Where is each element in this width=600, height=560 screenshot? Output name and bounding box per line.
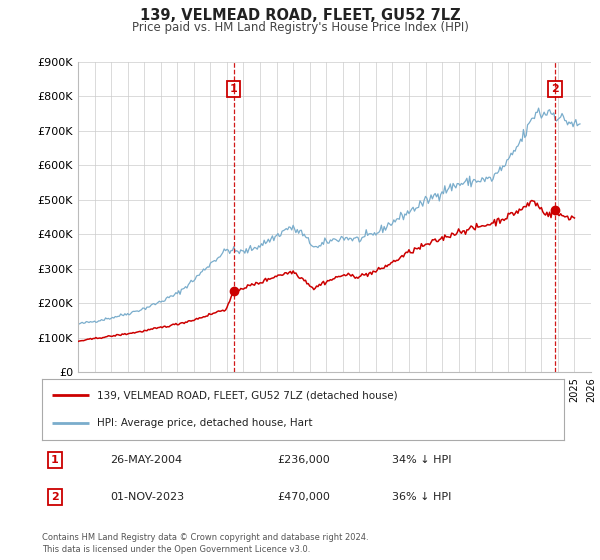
Text: Contains HM Land Registry data © Crown copyright and database right 2024.
This d: Contains HM Land Registry data © Crown c… (42, 533, 368, 554)
Text: 1: 1 (51, 455, 59, 465)
Text: Price paid vs. HM Land Registry's House Price Index (HPI): Price paid vs. HM Land Registry's House … (131, 21, 469, 34)
Text: 34% ↓ HPI: 34% ↓ HPI (392, 455, 451, 465)
Text: HPI: Average price, detached house, Hart: HPI: Average price, detached house, Hart (97, 418, 313, 428)
Text: 139, VELMEAD ROAD, FLEET, GU52 7LZ: 139, VELMEAD ROAD, FLEET, GU52 7LZ (140, 8, 460, 24)
Text: £470,000: £470,000 (277, 492, 330, 502)
Text: 01-NOV-2023: 01-NOV-2023 (110, 492, 184, 502)
Text: 2: 2 (551, 84, 559, 94)
Text: 2: 2 (51, 492, 59, 502)
Text: £236,000: £236,000 (277, 455, 329, 465)
Text: 36% ↓ HPI: 36% ↓ HPI (392, 492, 451, 502)
Text: 139, VELMEAD ROAD, FLEET, GU52 7LZ (detached house): 139, VELMEAD ROAD, FLEET, GU52 7LZ (deta… (97, 390, 397, 400)
Text: 26-MAY-2004: 26-MAY-2004 (110, 455, 182, 465)
Text: 1: 1 (230, 84, 238, 94)
